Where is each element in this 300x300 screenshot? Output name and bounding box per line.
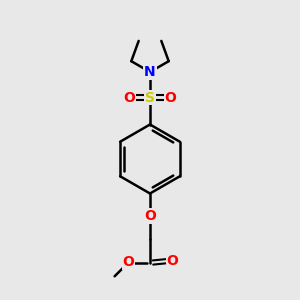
Text: O: O (164, 91, 176, 104)
Text: O: O (124, 91, 136, 104)
Text: S: S (145, 91, 155, 104)
Text: N: N (144, 65, 156, 79)
Text: O: O (122, 256, 134, 269)
Text: O: O (167, 254, 178, 268)
Text: O: O (144, 209, 156, 223)
